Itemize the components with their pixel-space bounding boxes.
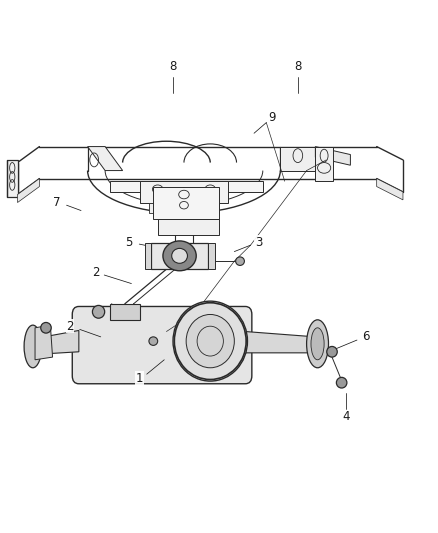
Ellipse shape <box>311 328 324 360</box>
Polygon shape <box>35 325 53 360</box>
Ellipse shape <box>41 322 51 333</box>
Polygon shape <box>110 304 140 320</box>
Polygon shape <box>110 181 263 192</box>
Ellipse shape <box>186 314 234 368</box>
Ellipse shape <box>336 377 347 388</box>
Text: 8: 8 <box>294 60 301 73</box>
Text: 5: 5 <box>126 236 133 249</box>
Polygon shape <box>35 330 79 354</box>
Ellipse shape <box>173 301 247 381</box>
Ellipse shape <box>149 337 158 345</box>
Polygon shape <box>377 179 403 200</box>
Polygon shape <box>315 147 350 165</box>
Text: 2: 2 <box>92 266 99 279</box>
Text: 8: 8 <box>170 60 177 73</box>
Text: 6: 6 <box>362 330 370 343</box>
Ellipse shape <box>92 305 105 318</box>
Ellipse shape <box>327 346 337 357</box>
Polygon shape <box>315 147 333 181</box>
Ellipse shape <box>24 325 42 368</box>
Polygon shape <box>7 160 18 197</box>
Polygon shape <box>153 187 219 219</box>
Polygon shape <box>88 147 123 171</box>
Ellipse shape <box>163 241 196 271</box>
Polygon shape <box>151 243 208 269</box>
Polygon shape <box>145 243 151 269</box>
Text: 9: 9 <box>268 111 276 124</box>
Polygon shape <box>201 203 219 213</box>
Polygon shape <box>245 332 315 353</box>
Ellipse shape <box>172 248 187 263</box>
Polygon shape <box>140 181 228 203</box>
Polygon shape <box>18 179 39 203</box>
Polygon shape <box>149 203 166 213</box>
Ellipse shape <box>236 257 244 265</box>
Text: 7: 7 <box>53 196 61 209</box>
Polygon shape <box>208 243 215 269</box>
FancyBboxPatch shape <box>72 306 252 384</box>
Text: 2: 2 <box>66 320 74 333</box>
Text: 1: 1 <box>135 372 143 385</box>
Ellipse shape <box>307 320 328 368</box>
Text: 4: 4 <box>342 410 350 423</box>
Polygon shape <box>280 147 315 171</box>
Polygon shape <box>158 219 219 235</box>
Text: 3: 3 <box>255 236 262 249</box>
